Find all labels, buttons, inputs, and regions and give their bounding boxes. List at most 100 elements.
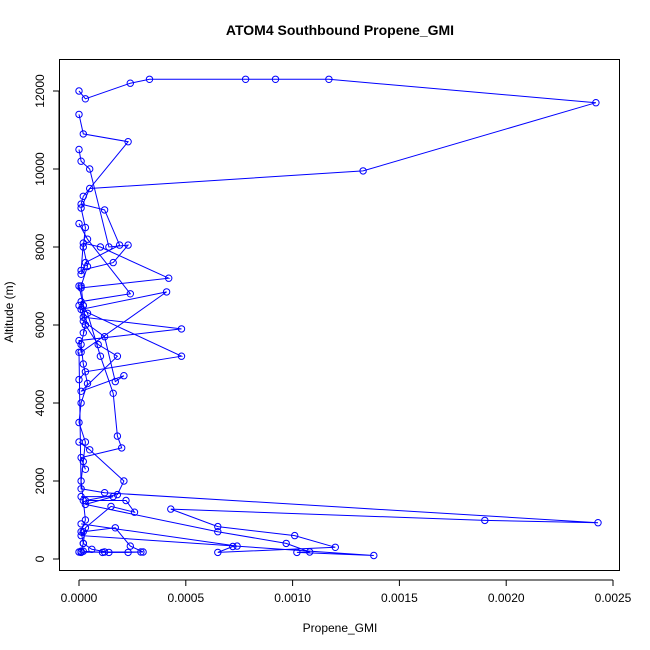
data-point xyxy=(86,165,94,173)
data-point xyxy=(79,130,88,138)
data-point xyxy=(75,348,83,356)
data-point xyxy=(77,348,85,356)
data-point xyxy=(86,446,94,454)
series-line xyxy=(78,352,599,553)
y-tick-label: 12000 xyxy=(33,74,47,108)
data-point xyxy=(77,520,85,528)
data-point xyxy=(126,290,135,298)
data-point xyxy=(77,204,85,212)
data-point xyxy=(77,282,85,290)
data-point xyxy=(126,542,135,550)
data-point xyxy=(177,352,186,360)
data-point xyxy=(109,492,117,501)
data-point xyxy=(124,548,132,557)
data-point xyxy=(109,258,117,267)
data-point xyxy=(293,548,301,557)
data-point xyxy=(111,524,120,532)
data-point xyxy=(81,524,90,532)
data-point xyxy=(100,489,109,497)
data-point xyxy=(81,516,90,524)
series-6 xyxy=(75,348,602,557)
data-point xyxy=(120,477,128,485)
series-line xyxy=(78,114,130,275)
data-point xyxy=(83,309,92,317)
x-tick-label: 0.0020 xyxy=(488,591,525,605)
data-point xyxy=(162,288,171,296)
data-point xyxy=(77,200,85,208)
data-point xyxy=(481,516,489,525)
data-point xyxy=(75,336,83,345)
data-point xyxy=(77,284,85,292)
series-line xyxy=(78,78,597,553)
data-point xyxy=(214,548,222,557)
data-point xyxy=(115,241,124,249)
data-point xyxy=(77,340,85,349)
x-tick-label: 0.0025 xyxy=(595,591,632,605)
data-point xyxy=(331,543,339,551)
x-tick-label: 0.0005 xyxy=(167,591,204,605)
data-point xyxy=(130,508,139,516)
data-point xyxy=(79,301,88,310)
data-point xyxy=(107,502,115,511)
data-point xyxy=(81,95,90,103)
data-point xyxy=(167,505,175,513)
data-point xyxy=(325,75,333,84)
data-point xyxy=(100,333,109,341)
data-point xyxy=(122,496,130,505)
series-8 xyxy=(75,438,145,557)
data-point xyxy=(79,329,88,337)
data-point xyxy=(81,465,90,473)
data-point xyxy=(118,444,126,452)
data-point xyxy=(77,157,85,165)
data-point xyxy=(75,282,83,290)
data-point xyxy=(96,352,105,360)
x-axis: 0.0000 0.0005 0.0010 0.0015 0.0020 0.0025 xyxy=(61,579,632,605)
data-point xyxy=(100,548,109,556)
series-7 xyxy=(77,492,378,560)
y-tick-label: 2000 xyxy=(33,467,47,494)
data-point xyxy=(109,389,117,397)
data-point xyxy=(111,377,120,386)
y-axis: 0 2000 4000 6000 8000 10000 12000 xyxy=(33,74,60,562)
series-line xyxy=(78,149,171,289)
data-point xyxy=(594,519,602,527)
data-point xyxy=(124,241,132,249)
data-point xyxy=(88,545,96,553)
data-point xyxy=(370,551,378,560)
data-point xyxy=(145,75,154,84)
y-tick-label: 0 xyxy=(33,555,47,562)
y-axis-label: Altitude (m) xyxy=(2,281,16,342)
series-4 xyxy=(75,301,128,395)
x-tick-label: 0.0010 xyxy=(274,591,311,605)
series-layer xyxy=(75,75,602,560)
data-point xyxy=(81,321,90,329)
data-point xyxy=(79,539,88,548)
series-0 xyxy=(75,75,600,556)
series-line xyxy=(80,496,374,556)
data-point xyxy=(77,399,85,407)
data-point xyxy=(77,270,85,278)
data-point xyxy=(113,352,122,360)
data-point xyxy=(83,379,92,388)
data-point xyxy=(113,432,122,440)
data-point xyxy=(79,317,88,325)
data-point xyxy=(75,219,83,228)
data-point xyxy=(137,548,145,556)
data-point xyxy=(96,243,105,251)
data-point xyxy=(79,360,88,368)
series-1 xyxy=(75,110,132,278)
data-point xyxy=(126,79,135,87)
data-point xyxy=(77,492,85,501)
data-point xyxy=(291,531,299,540)
series-2 xyxy=(75,145,173,292)
series-line xyxy=(78,441,141,553)
chart-title: ATOM4 Southbound Propene_GMI xyxy=(226,22,454,38)
data-point xyxy=(124,138,132,146)
data-point xyxy=(75,438,83,446)
x-axis-label: Propene_GMI xyxy=(303,621,378,635)
data-point xyxy=(79,239,88,247)
x-tick-label: 0.0015 xyxy=(381,591,418,605)
data-point xyxy=(75,110,83,119)
data-point xyxy=(77,548,85,557)
